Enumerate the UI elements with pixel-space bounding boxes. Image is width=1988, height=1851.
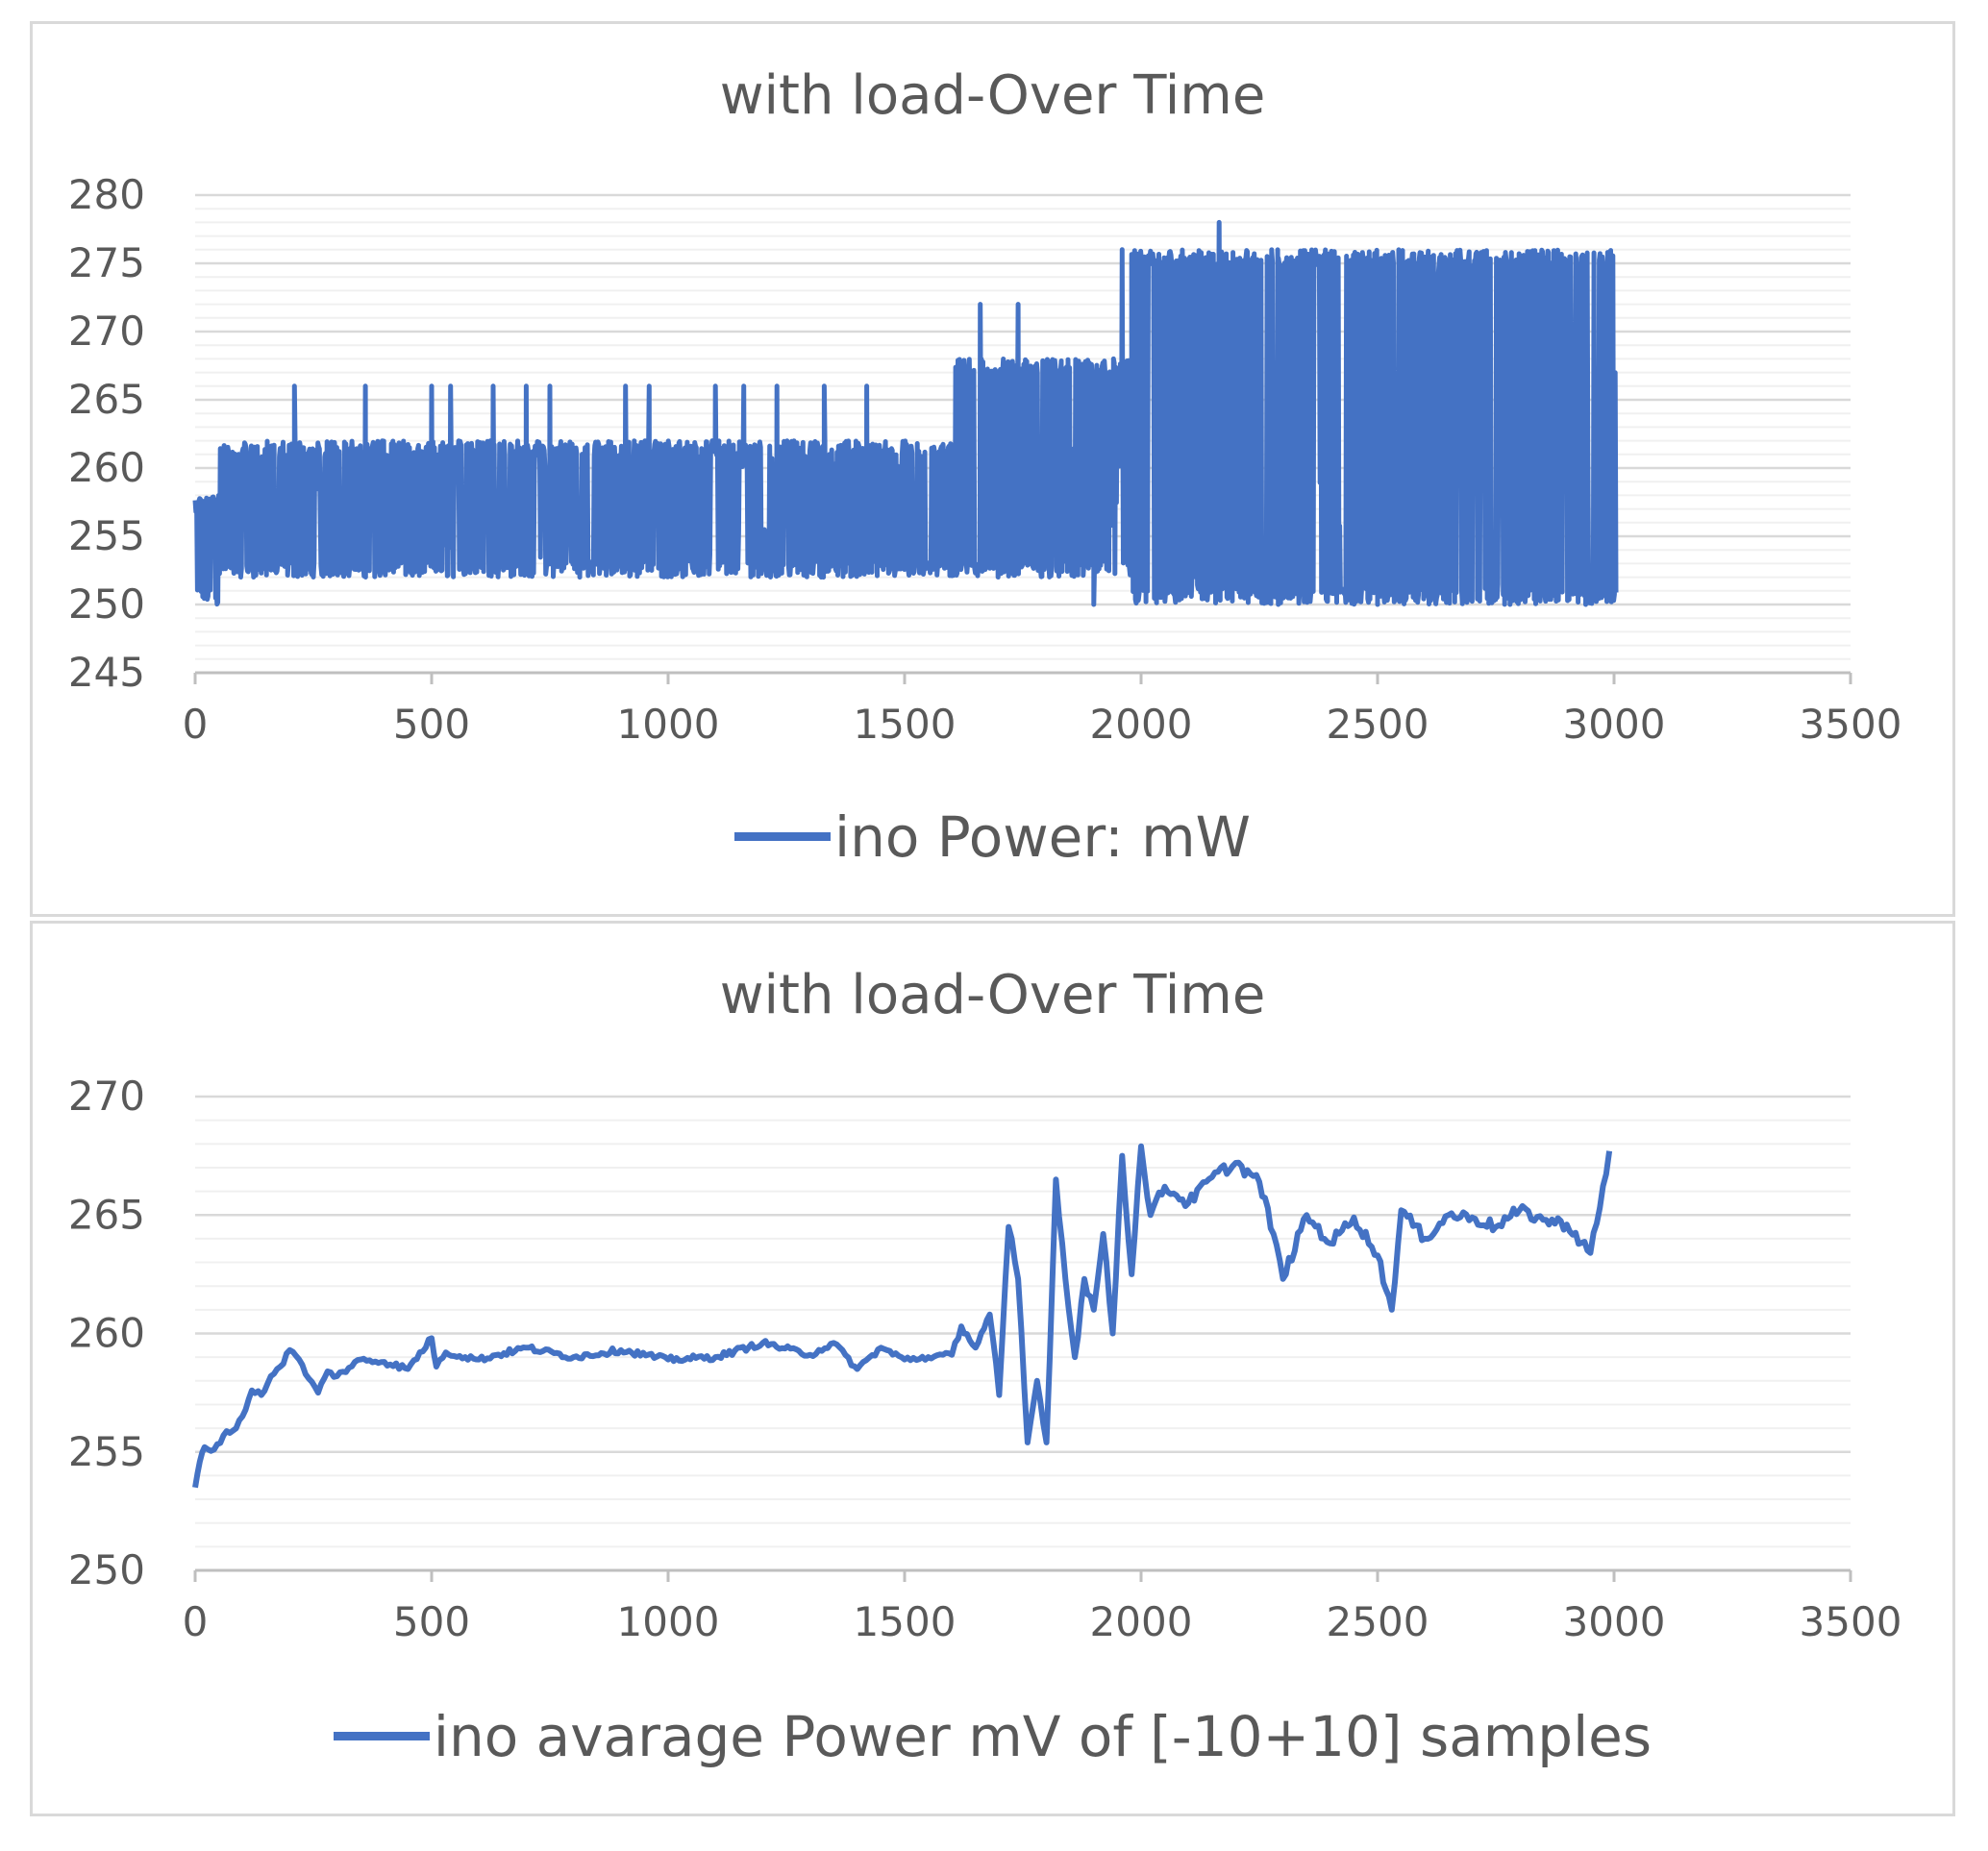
x-tick-label: 1500 [854,1598,957,1645]
x-tick-label: 3500 [1800,1598,1902,1645]
y-tick-label: 255 [68,512,145,559]
chart-title: with load-Over Time [719,64,1266,127]
x-tick-label: 3500 [1800,701,1902,748]
y-tick-label: 260 [68,1310,145,1357]
y-tick-label: 250 [68,1546,145,1593]
x-tick-label: 2000 [1090,1598,1193,1645]
legend-label: ino Power: mW [834,804,1251,870]
x-tick-label: 500 [393,1598,470,1645]
y-tick-label: 255 [68,1428,145,1475]
chart-panel-average-power: with load-Over Time 250 255 260 265 270 0 500 1… [30,921,1955,1816]
x-tick-label: 1000 [617,701,720,748]
chart-plot-area: 245 250 255 260 265 270 275 280 0 500 1000 1500 2000… [68,171,1902,748]
y-tick-label: 265 [68,376,145,423]
chart-title: with load-Over Time [719,964,1266,1026]
chart-panel-power: with load-Over Time 245 250 255 260 265 270 27… [30,21,1955,917]
x-tick-label: 3000 [1563,1598,1666,1645]
x-tick-label: 2000 [1090,701,1193,748]
y-tick-label: 245 [68,649,145,696]
chart-legend: ino avarage Power mV of [-10+10] samples [33,1704,1952,1769]
y-tick-label: 275 [68,239,145,286]
x-tick-label: 1000 [617,1598,720,1645]
x-tick-label: 3000 [1563,701,1666,748]
x-tick-label: 0 [183,1598,209,1645]
x-tick-label: 2500 [1327,1598,1429,1645]
y-tick-label: 250 [68,580,145,628]
chart-legend: ino Power: mW [33,804,1952,870]
series-line-power [192,219,1619,607]
y-tick-label: 270 [68,308,145,355]
x-tick-label: 2500 [1327,701,1429,748]
x-tick-label: 0 [183,701,209,748]
x-tick-label: 500 [393,701,470,748]
y-tick-label: 270 [68,1073,145,1120]
legend-line-swatch [333,1732,430,1741]
legend-line-swatch [734,832,832,842]
series-line-average-power [192,1143,1613,1489]
y-tick-label: 280 [68,171,145,218]
legend-label: ino avarage Power mV of [-10+10] samples [433,1704,1653,1769]
y-tick-label: 260 [68,444,145,491]
y-tick-label: 265 [68,1191,145,1238]
x-tick-label: 1500 [854,701,957,748]
chart-plot-area: 250 255 260 265 270 0 500 1000 1500 2000 2500 3000 3… [68,1073,1902,1645]
